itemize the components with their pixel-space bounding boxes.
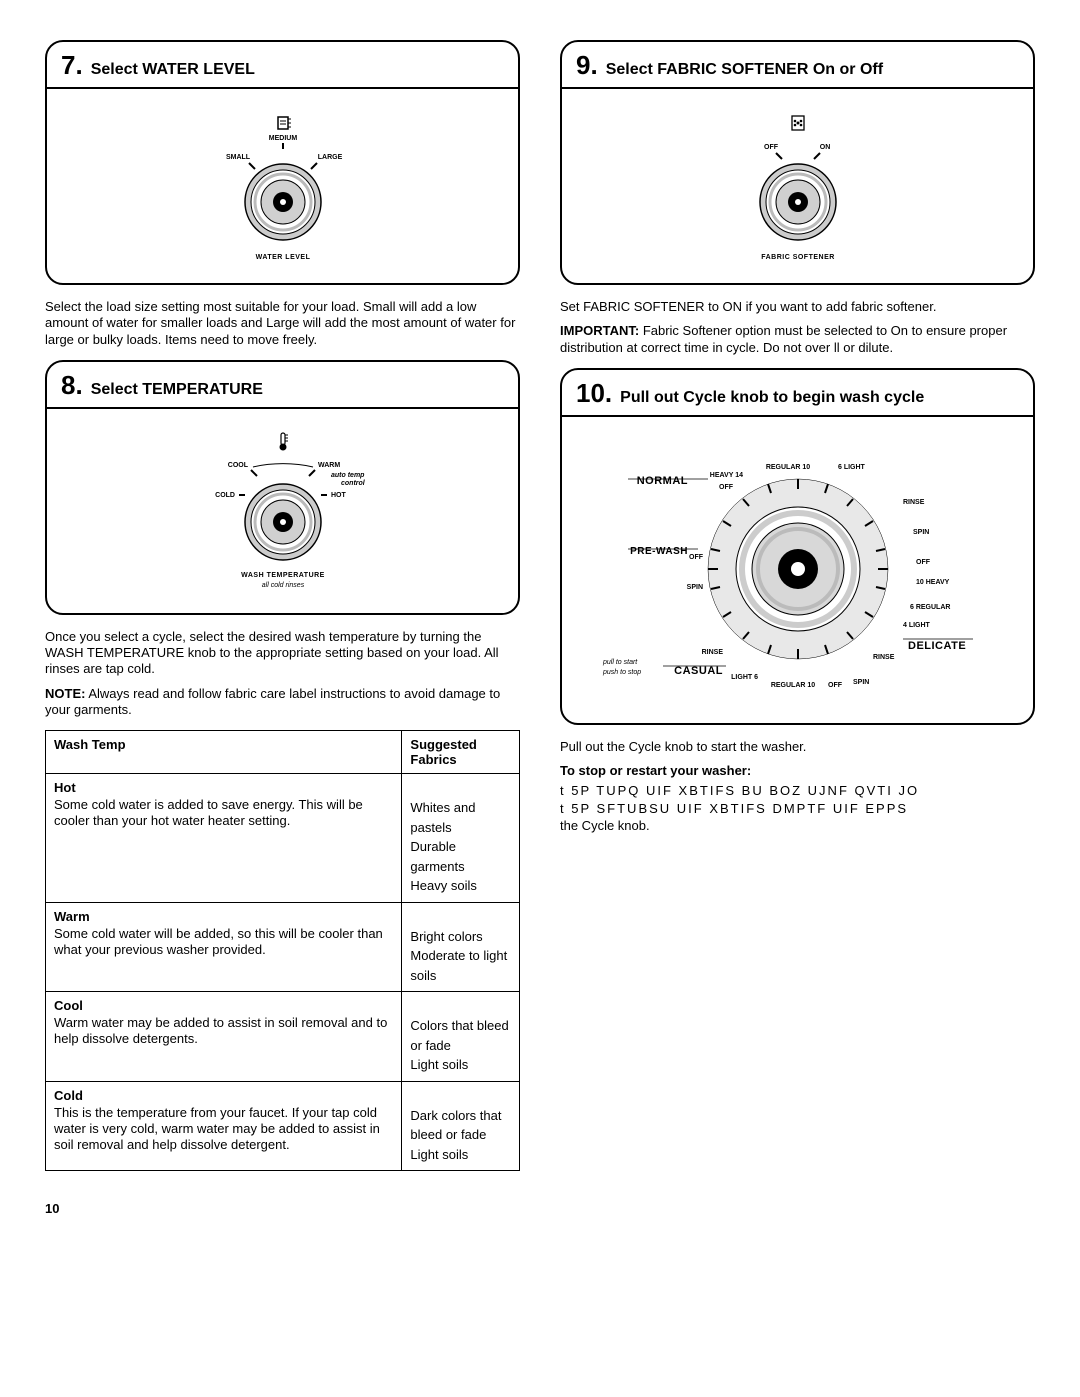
table-header-suggested: Suggested Fabrics bbox=[402, 731, 520, 774]
knob-bottom-water-level: WATER LEVEL bbox=[255, 254, 310, 261]
knob-area-water-level: MEDIUM SMALL LARGE WATER LEVEL bbox=[47, 89, 518, 283]
svg-text:HEAVY 14: HEAVY 14 bbox=[709, 472, 742, 479]
water-level-knob-svg: MEDIUM SMALL LARGE WATER LEVEL bbox=[183, 107, 383, 267]
table-row: ColdThis is the temperature from your fa… bbox=[46, 1081, 520, 1171]
cycle-bullet2-tail: the Cycle knob. bbox=[560, 818, 1035, 834]
cycle-dial-svg: REGULAR 10 6 LIGHT HEAVY 14 RINSE OFF SP… bbox=[578, 429, 1018, 709]
svg-text:OFF: OFF bbox=[916, 559, 931, 566]
section-number: 8. bbox=[61, 370, 83, 401]
knob-label-off: OFF bbox=[764, 144, 779, 151]
section-header: 7. Select WATER LEVEL bbox=[47, 42, 518, 89]
section-number: 10. bbox=[576, 378, 612, 409]
table-header-washtemp: Wash Temp bbox=[46, 731, 402, 774]
section-fabric-softener: 9. Select FABRIC SOFTENER On or Off OFF bbox=[560, 40, 1035, 285]
svg-text:REGULAR 10: REGULAR 10 bbox=[765, 464, 809, 471]
dial-mode-delicate: DELICATE bbox=[908, 640, 966, 652]
knob-note-control: control bbox=[341, 480, 366, 487]
section-cycle-knob: 10. Pull out Cycle knob to begin wash cy… bbox=[560, 368, 1035, 725]
temp-para2: Always read and follow fabric care label… bbox=[45, 686, 500, 717]
suggested-cell: Whites and pastelsDurable garmentsHeavy … bbox=[402, 774, 520, 903]
svg-text:REGULAR 10: REGULAR 10 bbox=[770, 682, 814, 689]
water-level-para: Select the load size setting most suitab… bbox=[45, 299, 520, 348]
knob-label-cool: COOL bbox=[227, 462, 248, 469]
left-column: 7. Select WATER LEVEL MEDIUM bbox=[45, 40, 520, 1216]
section-title: Pull out Cycle knob to begin wash cycle bbox=[620, 389, 924, 407]
page-number: 10 bbox=[45, 1201, 520, 1216]
wash-temp-cell: WarmSome cold water will be added, so th… bbox=[46, 902, 402, 992]
section-temperature: 8. Select TEMPERATURE COOL WARM bbox=[45, 360, 520, 615]
svg-text:SPIN: SPIN bbox=[686, 584, 702, 591]
knob-area-softener: OFF ON FABRIC SOFTENER bbox=[562, 89, 1033, 283]
knob-label-cold: COLD bbox=[215, 492, 235, 499]
svg-text:SPIN: SPIN bbox=[913, 529, 929, 536]
wash-temp-cell: HotSome cold water is added to save ener… bbox=[46, 774, 402, 903]
section-header: 10. Pull out Cycle knob to begin wash cy… bbox=[562, 370, 1033, 417]
svg-text:LIGHT 6: LIGHT 6 bbox=[731, 674, 758, 681]
table-row: HotSome cold water is added to save ener… bbox=[46, 774, 520, 903]
section-water-level: 7. Select WATER LEVEL MEDIUM bbox=[45, 40, 520, 285]
svg-text:OFF: OFF bbox=[689, 554, 704, 561]
suggested-cell: Bright colorsModerate to light soils bbox=[402, 902, 520, 992]
knob-bottom-temp: WASH TEMPERATURE bbox=[241, 572, 325, 579]
dial-pull-start: pull to start bbox=[602, 659, 638, 666]
section-number: 9. bbox=[576, 50, 598, 81]
wash-temp-cell: CoolWarm water may be added to assist in… bbox=[46, 992, 402, 1082]
wash-temp-cell: ColdThis is the temperature from your fa… bbox=[46, 1081, 402, 1171]
temp-para1: Once you select a cycle, select the desi… bbox=[45, 629, 520, 678]
knob-area-temperature: COOL WARM COLD HOT auto temp control bbox=[47, 409, 518, 613]
knob-label-on: ON bbox=[819, 144, 830, 151]
temperature-knob-svg: COOL WARM COLD HOT auto temp control bbox=[163, 427, 403, 597]
page-columns: 7. Select WATER LEVEL MEDIUM bbox=[45, 40, 1035, 1216]
section-header: 8. Select TEMPERATURE bbox=[47, 362, 518, 409]
knob-label-warm: WARM bbox=[318, 462, 340, 469]
cycle-bullet1: t 5P TUPQ UIF XBTIFS BU BOZ UJNF QVTI JO bbox=[560, 782, 1035, 800]
svg-text:4 LIGHT: 4 LIGHT bbox=[903, 622, 931, 629]
cycle-dial-area: REGULAR 10 6 LIGHT HEAVY 14 RINSE OFF SP… bbox=[562, 417, 1033, 723]
suggested-cell: Colors that bleed or fadeLight soils bbox=[402, 992, 520, 1082]
section-title: Select FABRIC SOFTENER On or Off bbox=[606, 61, 883, 79]
suggested-cell: Dark colors that bleed or fadeLight soil… bbox=[402, 1081, 520, 1171]
svg-text:6 LIGHT: 6 LIGHT bbox=[838, 464, 866, 471]
softener-knob-svg: OFF ON FABRIC SOFTENER bbox=[698, 107, 898, 267]
right-column: 9. Select FABRIC SOFTENER On or Off OFF bbox=[560, 40, 1035, 1216]
knob-label-medium: MEDIUM bbox=[268, 135, 297, 142]
cycle-sub: To stop or restart your washer: bbox=[560, 763, 1035, 778]
knob-label-hot: HOT bbox=[331, 492, 347, 499]
knob-bottom-italic: all cold rinses bbox=[261, 582, 304, 589]
dial-mode-casual: CASUAL bbox=[674, 665, 723, 677]
svg-text:RINSE: RINSE bbox=[873, 654, 895, 661]
softener-important: IMPORTANT: Fabric Softener option must b… bbox=[560, 323, 1035, 356]
svg-text:OFF: OFF bbox=[719, 484, 734, 491]
section-number: 7. bbox=[61, 50, 83, 81]
section-title: Select WATER LEVEL bbox=[91, 61, 255, 79]
svg-text:RINSE: RINSE bbox=[701, 649, 723, 656]
note-label: NOTE: bbox=[45, 686, 85, 701]
dial-mode-normal: NORMAL bbox=[636, 475, 687, 487]
fabrics-table: Wash Temp Suggested Fabrics HotSome cold… bbox=[45, 730, 520, 1171]
knob-note-autotemp: auto temp bbox=[331, 472, 365, 479]
table-row: CoolWarm water may be added to assist in… bbox=[46, 992, 520, 1082]
knob-bottom-softener: FABRIC SOFTENER bbox=[761, 254, 835, 261]
cycle-bullet2: t 5P SFTUBSU UIF XBTIFS DMPTF UIF EPPS bbox=[560, 800, 1035, 818]
svg-text:SPIN: SPIN bbox=[853, 679, 869, 686]
dial-push-stop: push to stop bbox=[602, 669, 641, 676]
dial-mode-prewash: PRE-WASH bbox=[630, 546, 688, 557]
section-title: Select TEMPERATURE bbox=[91, 381, 263, 399]
softener-para1: Set FABRIC SOFTENER to ON if you want to… bbox=[560, 299, 1035, 315]
knob-label-large: LARGE bbox=[317, 154, 342, 161]
svg-text:RINSE: RINSE bbox=[903, 499, 925, 506]
knob-label-small: SMALL bbox=[225, 154, 250, 161]
svg-text:6 REGULAR: 6 REGULAR bbox=[910, 604, 950, 611]
cycle-para1: Pull out the Cycle knob to start the was… bbox=[560, 739, 1035, 755]
temp-note: NOTE: Always read and follow fabric care… bbox=[45, 686, 520, 719]
section-header: 9. Select FABRIC SOFTENER On or Off bbox=[562, 42, 1033, 89]
svg-text:OFF: OFF bbox=[828, 682, 843, 689]
table-row: WarmSome cold water will be added, so th… bbox=[46, 902, 520, 992]
svg-text:10 HEAVY: 10 HEAVY bbox=[916, 579, 950, 586]
important-label: IMPORTANT: bbox=[560, 323, 639, 338]
